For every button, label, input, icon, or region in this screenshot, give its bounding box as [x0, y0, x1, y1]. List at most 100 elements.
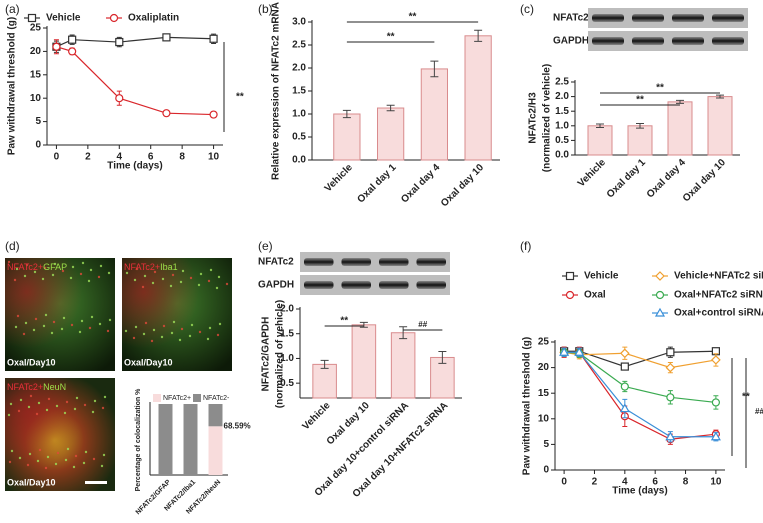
- cell: [101, 406, 105, 410]
- cell: [19, 398, 23, 402]
- legend-label: Vehicle: [584, 271, 619, 282]
- cell: [199, 272, 203, 276]
- cell: [84, 450, 88, 454]
- marker: [666, 348, 675, 357]
- y-axis-label: NFATc2/GAPDH: [261, 317, 272, 392]
- x-tick-label: 8: [683, 477, 689, 488]
- x-tick-label: 10: [208, 152, 220, 163]
- legend-label: Vehicle: [46, 13, 81, 24]
- x-tick-label: 2: [592, 477, 598, 488]
- bar-segment: [158, 404, 173, 475]
- y-axis-label: Paw withdrawal threshold (g): [522, 337, 533, 475]
- cell: [23, 274, 27, 278]
- legend-label: NFATc2-: [203, 395, 230, 402]
- cell: [26, 463, 30, 467]
- cell: [45, 408, 49, 412]
- legend-marker: [109, 13, 119, 23]
- cell: [179, 280, 183, 284]
- legend-label: NFATc2+: [163, 395, 191, 402]
- cell: [150, 339, 154, 343]
- cell: [55, 404, 59, 408]
- blot-band: [341, 281, 371, 289]
- error-bar: [342, 109, 351, 119]
- legend-marker: [565, 271, 575, 281]
- legend-marker: [654, 307, 666, 317]
- panel-label: (e): [258, 239, 273, 253]
- cell: [71, 265, 75, 269]
- y-axis-label: (normalized of vehicle): [275, 300, 286, 408]
- y-tick-label: 20: [30, 46, 42, 57]
- cell: [181, 269, 185, 273]
- bar: [377, 107, 405, 161]
- blot-strip: [588, 8, 748, 28]
- legend-marker: [655, 271, 665, 281]
- cell: [206, 337, 210, 341]
- image-caption: Oxal/Day10: [124, 357, 173, 367]
- error-bar: [636, 122, 644, 129]
- cell: [43, 266, 47, 270]
- bar: [464, 35, 492, 161]
- cell: [28, 452, 32, 456]
- marker: [666, 393, 675, 402]
- micrograph-red: [5, 378, 115, 491]
- cell: [9, 402, 13, 406]
- panel-label: (f): [520, 239, 531, 253]
- bar: [587, 125, 613, 156]
- cell: [218, 322, 222, 326]
- marker: [711, 355, 721, 365]
- y-tick-label: 2.0: [555, 91, 569, 102]
- x-tick-label: 0: [54, 152, 60, 163]
- blot-band: [672, 37, 704, 45]
- image-marker: NFATc2+: [7, 382, 43, 392]
- significance: **: [656, 83, 664, 94]
- error-bar: [596, 123, 604, 129]
- y-axis-label: (normalized of vehicle): [542, 64, 553, 172]
- bar-segment: [208, 426, 223, 475]
- cell: [44, 313, 48, 317]
- blot-label: GAPDH: [258, 280, 294, 291]
- blot-strip: [588, 31, 748, 51]
- x-tick-label: Vehicle: [323, 162, 355, 194]
- cell: [125, 271, 129, 275]
- y-tick-label: 3.0: [292, 17, 306, 28]
- cell: [73, 407, 77, 411]
- cell: [209, 268, 213, 272]
- cell: [87, 279, 91, 283]
- cell: [97, 275, 101, 279]
- error-bar: [386, 104, 395, 112]
- cell: [42, 324, 46, 328]
- legend-marker: [655, 290, 665, 300]
- cell: [47, 397, 51, 401]
- cell: [7, 260, 11, 264]
- cell: [79, 272, 83, 276]
- series-line: [564, 351, 716, 404]
- cell: [65, 400, 69, 404]
- marker: [665, 362, 676, 373]
- marker: [710, 431, 721, 441]
- panel-label: (d): [5, 239, 20, 253]
- cell: [27, 405, 31, 409]
- marker: [52, 42, 61, 51]
- blot-band: [416, 258, 446, 266]
- cell: [142, 332, 146, 336]
- cell: [66, 447, 70, 451]
- value-label: 68.59%: [224, 421, 251, 430]
- cell: [75, 396, 79, 400]
- cell: [141, 285, 145, 289]
- y-tick-label: 0: [543, 465, 549, 476]
- cell: [91, 410, 95, 414]
- bar: [312, 363, 337, 399]
- cell: [22, 332, 26, 336]
- cell: [8, 460, 12, 464]
- marker: [620, 362, 629, 371]
- marker: [68, 35, 77, 44]
- error-bar: [474, 29, 483, 42]
- cell: [160, 335, 164, 339]
- x-tick-label: 10: [710, 477, 722, 488]
- cell: [34, 317, 38, 321]
- cell: [217, 275, 221, 279]
- cell: [153, 270, 157, 274]
- cell: [207, 279, 211, 283]
- blot-band: [416, 281, 446, 289]
- blot-band: [592, 37, 624, 45]
